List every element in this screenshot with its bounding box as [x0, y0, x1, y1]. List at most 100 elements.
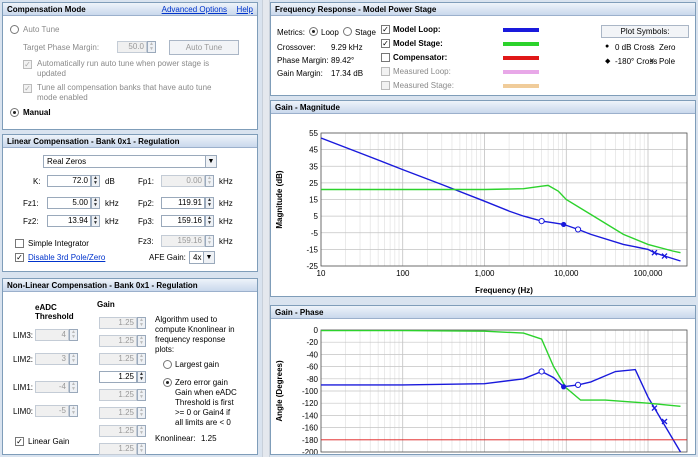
algo-text-3: frequency response	[155, 335, 226, 344]
fp2-stepper[interactable]: ▲ ▼	[205, 197, 214, 209]
grid	[320, 329, 688, 453]
metrics-loop-label: Loop	[321, 28, 339, 37]
metrics-stage-radio[interactable]	[343, 27, 352, 36]
legend-checkbox[interactable]	[381, 67, 390, 76]
lim-stepper[interactable]: ▲ ▼	[69, 381, 78, 393]
y-tick-label: -160	[302, 424, 319, 433]
plot-symbol-label: -180° Cross	[615, 57, 658, 66]
gain-margin-value: 17.34 dB	[331, 69, 364, 78]
gain-input[interactable]: 1.25	[99, 317, 137, 329]
fz3-input[interactable]: 159.16	[161, 235, 205, 247]
k-input[interactable]: 72.0	[47, 175, 91, 187]
y-tick-label: -120	[302, 399, 319, 408]
gain-input[interactable]: 1.25	[99, 389, 137, 401]
phase-margin-value: 89.42°	[331, 56, 355, 65]
disable-3rd-pole-zero-checkbox[interactable]: ✓	[15, 253, 24, 262]
gain-stepper[interactable]: ▲ ▼	[137, 317, 146, 329]
fz2-input[interactable]: 13.94	[47, 215, 91, 227]
fp3-stepper[interactable]: ▲ ▼	[205, 215, 214, 227]
legend-label: Model Loop:	[393, 25, 441, 34]
fz1-input[interactable]: 5.00	[47, 197, 91, 209]
gain-stepper[interactable]: ▲ ▼	[137, 425, 146, 437]
fp1-unit: kHz	[219, 177, 233, 186]
largest-gain-radio[interactable]	[163, 360, 172, 369]
gain-stepper[interactable]: ▲ ▼	[137, 443, 146, 455]
gain-stepper[interactable]: ▲ ▼	[137, 389, 146, 401]
legend-checkbox[interactable]	[381, 53, 390, 62]
legend-checkbox[interactable]	[381, 81, 390, 90]
plot-frame	[320, 329, 688, 453]
legend-label: Compensator:	[393, 53, 448, 62]
lim-input[interactable]: -4	[35, 381, 69, 393]
compensation-type-value: Real Zeros	[47, 157, 87, 166]
gain-stepper[interactable]: ▲ ▼	[137, 353, 146, 365]
tune-all-checkbox[interactable]: ✓	[23, 84, 32, 93]
legend-checkbox[interactable]: ✓	[381, 39, 390, 48]
simple-integrator-checkbox[interactable]	[15, 239, 24, 248]
algo-text-2: compute Knonlinear in	[155, 325, 235, 334]
auto-tune-button[interactable]: Auto Tune	[169, 40, 239, 55]
zero-error-text-5: all limits are < 0	[175, 418, 231, 427]
compensation-type-select[interactable]: Real Zeros ▼	[43, 155, 217, 168]
plot-symbols-button[interactable]: Plot Symbols:	[601, 25, 689, 38]
gain-stepper[interactable]: ▲ ▼	[137, 371, 146, 383]
zero-error-gain-radio[interactable]	[163, 378, 172, 387]
gain-input[interactable]: 1.25	[99, 335, 137, 347]
disable-3rd-pole-zero-label[interactable]: Disable 3rd Pole/Zero	[28, 253, 106, 262]
chevron-down-icon: ▼	[203, 252, 214, 263]
manual-radio[interactable]	[10, 108, 19, 117]
gain-stepper[interactable]: ▲ ▼	[137, 407, 146, 419]
gain-input[interactable]: 1.25	[99, 425, 137, 437]
gain-input[interactable]: 1.25	[99, 353, 137, 365]
k-label: K:	[33, 177, 41, 186]
advanced-options-link[interactable]: Advanced Options	[161, 5, 227, 14]
legend-swatch	[503, 70, 539, 74]
gain-input[interactable]: 1.25	[99, 407, 137, 419]
legend-label: Model Stage:	[393, 39, 443, 48]
lim-stepper[interactable]: ▲ ▼	[69, 405, 78, 417]
target-phase-margin-input[interactable]: 50.0	[117, 41, 147, 53]
lim-stepper[interactable]: ▲ ▼	[69, 329, 78, 341]
series-line-model-loop	[321, 137, 681, 262]
plot-symbol-label: 0 dB Cross	[615, 43, 655, 52]
plot-symbol-glyph: ○	[649, 43, 654, 50]
fp1-stepper[interactable]: ▲ ▼	[205, 175, 214, 187]
auto-tune-radio[interactable]	[10, 25, 19, 34]
nonlinear-compensation-panel: Non-Linear Compensation - Bank 0x1 - Reg…	[2, 278, 258, 455]
gain-stepper[interactable]: ▲ ▼	[137, 335, 146, 347]
auto-run-checkbox[interactable]: ✓	[23, 60, 32, 69]
afe-gain-select[interactable]: 4x ▼	[189, 251, 215, 264]
help-link[interactable]: Help	[236, 5, 253, 14]
metrics-loop-radio[interactable]	[309, 27, 318, 36]
fp2-input[interactable]: 119.91	[161, 197, 205, 209]
pole-marker	[651, 249, 658, 256]
lim-input[interactable]: 3	[35, 353, 69, 365]
k-stepper[interactable]: ▲ ▼	[91, 175, 100, 187]
auto-run-text-1: Automatically run auto tune when power s…	[37, 59, 210, 68]
algo-text-4: plots:	[155, 345, 175, 354]
lim-input[interactable]: 4	[35, 329, 69, 341]
linear-gain-checkbox[interactable]: ✓	[15, 437, 24, 446]
fp1-input[interactable]: 0.00	[161, 175, 205, 187]
y-tick-label: 45	[309, 146, 318, 155]
plot-symbol-label: Zero	[659, 43, 676, 52]
fz3-unit: kHz	[219, 237, 233, 246]
legend-checkbox[interactable]: ✓	[381, 25, 390, 34]
target-phase-margin-stepper[interactable]: ▲ ▼	[147, 41, 156, 53]
fz2-stepper[interactable]: ▲ ▼	[91, 215, 100, 227]
splitter-bar[interactable]	[262, 0, 270, 457]
y-axis-label: Magnitude (dB)	[275, 170, 284, 229]
fp3-input[interactable]: 159.16	[161, 215, 205, 227]
fz1-stepper[interactable]: ▲ ▼	[91, 197, 100, 209]
lim-input[interactable]: -5	[35, 405, 69, 417]
legend-swatch	[503, 84, 539, 88]
gain-margin-label: Gain Margin:	[277, 69, 323, 78]
series-line-model-loop	[321, 368, 682, 452]
fz1-label: Fz1:	[23, 199, 39, 208]
lim-stepper[interactable]: ▲ ▼	[69, 353, 78, 365]
gain-input[interactable]: 1.25	[99, 443, 137, 455]
y-axis-label: Angle (Degrees)	[275, 360, 284, 422]
fz3-stepper[interactable]: ▲ ▼	[205, 235, 214, 247]
zero-marker	[574, 381, 582, 389]
gain-input[interactable]: 1.25	[99, 371, 137, 383]
